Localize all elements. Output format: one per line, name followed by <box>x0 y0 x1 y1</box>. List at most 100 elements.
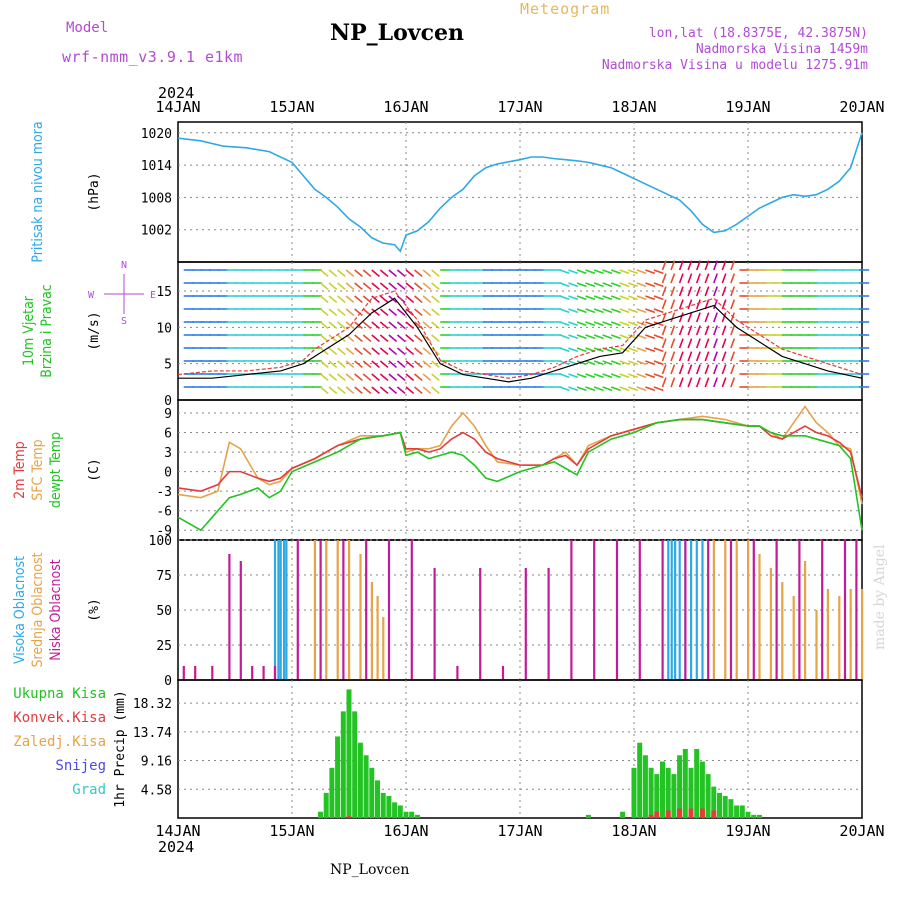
wind-arrow <box>636 360 647 366</box>
wind-arrow <box>721 273 727 284</box>
wind-arrow <box>610 295 621 301</box>
wind-arrow <box>319 321 329 330</box>
precip-bar <box>665 767 671 818</box>
cloud-bar <box>285 540 288 680</box>
wind-arrow <box>695 299 701 310</box>
xtick-bottom: 15JAN <box>269 822 314 840</box>
cloud-bar <box>684 540 687 680</box>
ytick-label: 0 <box>164 674 172 689</box>
wind-arrow <box>379 334 389 343</box>
wind-arrow <box>422 269 432 278</box>
wind-arrow <box>396 269 406 278</box>
compass-e: E <box>150 290 156 301</box>
cloud-bar <box>387 540 391 680</box>
wind-arrow <box>730 377 736 388</box>
wind-arrow <box>713 325 718 336</box>
wind-arrow <box>645 347 656 353</box>
wind-arrow <box>602 269 613 275</box>
wind-arrow <box>345 347 355 356</box>
wind-arrow <box>602 321 613 327</box>
wind-arrow <box>585 334 596 340</box>
cloud-bar <box>211 666 214 680</box>
precip-bar <box>705 774 711 818</box>
wind-arrow <box>628 347 638 353</box>
wind-arrow <box>576 347 587 353</box>
cloud-bar <box>729 540 733 680</box>
wind-arrow <box>610 347 621 353</box>
wind-arrow <box>568 308 579 314</box>
precip-bar <box>688 808 694 818</box>
cloud-bar <box>336 540 339 680</box>
cloud-bar <box>769 568 772 680</box>
cloud-bar <box>547 568 550 680</box>
wind-arrow <box>730 299 736 310</box>
wind-arrow <box>576 308 587 314</box>
wind-arrow <box>414 295 423 304</box>
wind-arrow <box>371 347 380 356</box>
ytick-label: 0 <box>164 466 172 481</box>
unit-label: (hPa) <box>87 172 102 211</box>
precip-bar <box>397 805 403 818</box>
wind-arrow <box>576 321 587 327</box>
wind-arrow <box>670 312 676 323</box>
precip-bar <box>677 755 683 818</box>
wind-arrow <box>345 308 355 317</box>
wind-arrow <box>585 386 596 392</box>
wind-arrow <box>636 308 647 314</box>
wind-arrow <box>670 273 676 284</box>
wind-arrow <box>687 273 693 284</box>
wind-arrow <box>568 269 579 275</box>
precip-bar <box>352 711 358 818</box>
xtick-bottom: 14JAN <box>155 822 200 840</box>
elevation-label: Nadmorska Visina 1459m <box>695 42 868 57</box>
cloud-bar <box>815 610 818 680</box>
precip-bar <box>637 742 643 818</box>
wind-arrow <box>670 260 676 271</box>
wind-arrow <box>661 273 667 284</box>
xtick-top: 18JAN <box>611 98 656 116</box>
wind-arrow <box>337 386 346 395</box>
wind-arrow <box>354 386 363 395</box>
wind-arrow <box>405 321 415 330</box>
year-top: 2024 <box>158 84 195 102</box>
wind-arrow <box>653 386 664 392</box>
ytick-label: 1002 <box>141 224 172 239</box>
precip-bar <box>335 736 341 818</box>
cloud-bar <box>775 540 778 680</box>
wind-arrow <box>422 308 432 317</box>
ylabel-line: Visoka Oblacnost <box>12 556 28 664</box>
wind-arrow <box>319 295 329 304</box>
wind-arrow <box>602 373 613 379</box>
wind-arrow <box>670 286 676 297</box>
precip-bar <box>654 811 660 818</box>
precip-bar <box>329 767 335 818</box>
wind-arrow <box>695 312 701 323</box>
cloud-bar <box>251 666 254 680</box>
wind-arrow <box>721 312 727 323</box>
panel-frame-temperature <box>177 399 863 541</box>
wind-arrow <box>559 373 570 379</box>
wind-arrow <box>388 347 398 356</box>
cloud-bar <box>410 540 413 680</box>
wind-arrow <box>661 364 667 375</box>
wind-arrow <box>379 282 389 291</box>
wind-arrow <box>328 386 338 395</box>
wind-arrow <box>602 308 613 314</box>
precip-bar <box>665 810 671 818</box>
cloud-bar <box>325 540 328 680</box>
precip-bar <box>722 796 728 818</box>
wind-arrow <box>678 273 684 284</box>
cloud-bar <box>747 540 750 680</box>
ytick-label: -9 <box>156 524 172 539</box>
wind-arrow <box>636 282 647 288</box>
wind-arrow <box>619 360 630 366</box>
wind-arrow <box>636 347 647 353</box>
wind-arrow <box>585 282 596 288</box>
wind-arrow <box>661 377 667 388</box>
wind-arrow <box>414 386 423 395</box>
cloud-bar <box>678 540 681 680</box>
precip-bar <box>386 796 392 818</box>
cloud-bar <box>319 540 322 680</box>
wind-arrow <box>678 351 684 362</box>
wind-arrow <box>610 386 621 392</box>
